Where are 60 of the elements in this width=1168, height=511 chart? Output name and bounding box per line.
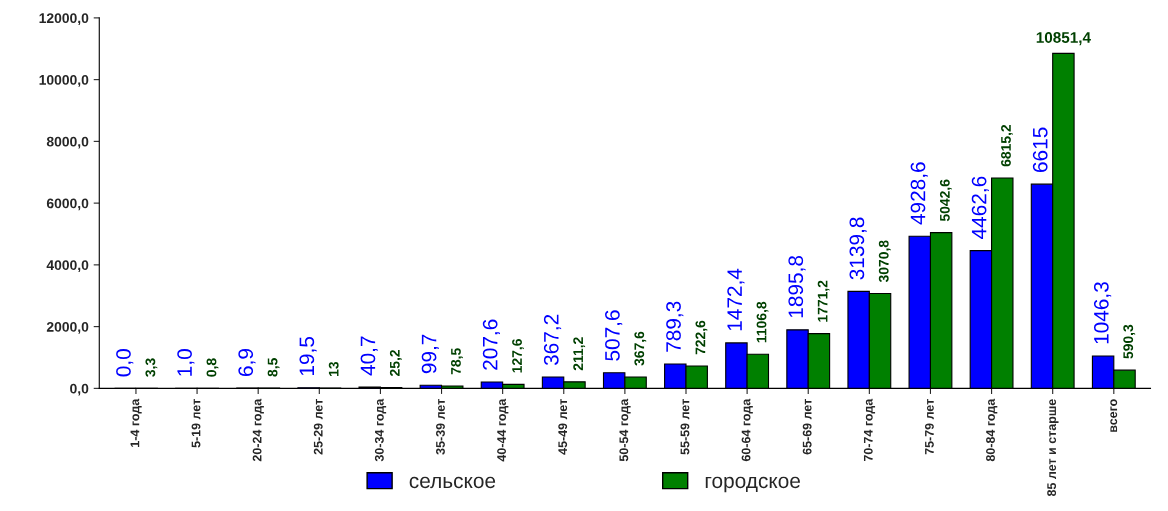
data-label: 6,9: [238, 349, 256, 376]
data-label: 367,2: [543, 314, 562, 366]
data-label: 1,0: [177, 349, 195, 376]
x-tick-label: 70-74 года: [863, 398, 876, 462]
x-tick-label: 85 лет и старше: [1047, 399, 1059, 497]
y-tick-label: 8000,0: [46, 136, 89, 149]
y-tick-label: 2000,0: [46, 321, 89, 334]
data-label: 4462,6: [971, 176, 989, 239]
data-label: 0,0: [116, 349, 134, 377]
x-tick-label: всего: [1110, 399, 1118, 432]
data-label: 3139,8: [849, 217, 867, 280]
data-label: 13: [328, 361, 339, 376]
data-label: 19,5: [299, 336, 317, 376]
legend-label: сельское: [409, 476, 496, 489]
data-label: 40,7: [360, 336, 378, 376]
x-tick-label: 45-49 лет: [558, 399, 568, 455]
data-label: 25,2: [389, 349, 402, 376]
data-label: 1472,4: [727, 268, 745, 331]
x-tick-label: 5-19 лет: [191, 399, 201, 448]
data-label: 4928,6: [910, 162, 928, 225]
x-tick-label: 35-39 лет: [436, 399, 445, 455]
data-label: 3070,8: [878, 240, 891, 283]
x-tick-label: 80-84 года: [986, 398, 998, 462]
x-tick-label: 50-54 года: [619, 398, 631, 462]
data-label: 211,2: [573, 337, 586, 371]
x-tick-label: 65-69 лет: [802, 399, 812, 455]
data-label: 789,3: [666, 301, 684, 352]
data-label: 5042,6: [939, 179, 952, 222]
x-tick-label: 60-64 года: [741, 398, 753, 462]
x-tick-label: 30-34 года: [374, 398, 387, 462]
y-tick-label: 0,0: [70, 383, 89, 396]
x-tick-label: 75-79 лет: [924, 399, 934, 455]
data-label: 99,7: [421, 334, 439, 374]
data-label: 1046,3: [1093, 282, 1112, 344]
y-tick-label: 6000,0: [46, 198, 89, 211]
data-label: 1895,8: [788, 255, 806, 318]
data-label: 1106,8: [756, 301, 769, 343]
data-label: 722,6: [695, 320, 708, 355]
data-label: 8,5: [267, 358, 280, 377]
data-label: 0,8: [206, 358, 219, 377]
y-tick-label: 10000,0: [39, 74, 89, 87]
data-label: 127,6: [512, 339, 524, 373]
data-label: 507,6: [605, 310, 623, 361]
data-label: 590,3: [1123, 324, 1136, 359]
data-label: 6815,2: [1001, 124, 1013, 167]
x-tick-label: 1-4 года: [130, 398, 142, 447]
data-label: 1771,2: [817, 280, 830, 322]
x-tick-label: 20-24 года: [252, 398, 264, 462]
data-label: 6615: [1032, 127, 1048, 172]
data-label: 10851,4: [1036, 32, 1091, 46]
x-tick-label: 40-44 года: [497, 398, 509, 462]
y-tick-label: 12000,0: [39, 13, 89, 26]
data-label: 3,3: [145, 358, 158, 377]
data-label: 367,6: [634, 331, 647, 366]
x-tick-label: 55-59 лет: [680, 399, 690, 455]
x-tick-label: 25-29 лет: [313, 399, 323, 455]
y-tick-label: 4000,0: [46, 260, 89, 273]
data-label: 207,6: [482, 319, 501, 370]
data-label: 78,5: [451, 348, 463, 375]
legend-label: городское: [705, 476, 800, 493]
